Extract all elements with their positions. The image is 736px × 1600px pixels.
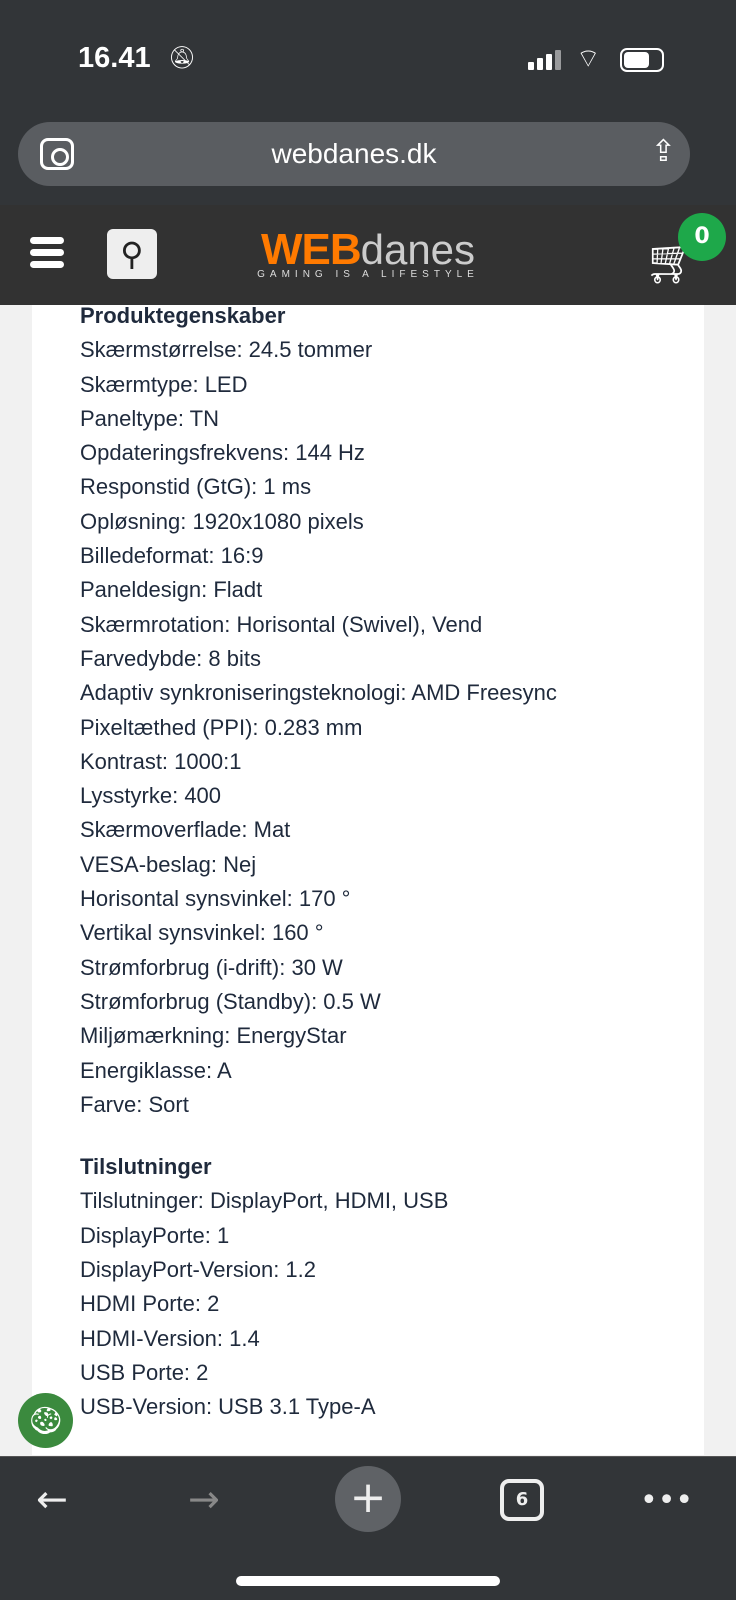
spec-item: Vertikal synsvinkel: 160 °: [80, 920, 324, 946]
status-bar: 16.41 🔕︎ ︎⌔ webdanes.dk ⇪: [0, 0, 736, 205]
spec-item: USB Porte: 2: [80, 1359, 209, 1385]
spec-item: USB-Version: USB 3.1 Type-A: [80, 1394, 376, 1420]
spec-item: Opløsning: 1920x1080 pixels: [80, 508, 364, 534]
share-icon[interactable]: ⇪: [650, 134, 676, 169]
signal-icon: [528, 50, 561, 70]
spec-item: HDMI Porte: 2: [80, 1291, 220, 1317]
spec-item: Paneldesign: Fladt: [80, 577, 263, 603]
spec-item: Skærmtype: LED: [80, 371, 248, 397]
spec-item: Strømforbrug (i-drift): 30 W: [80, 954, 343, 980]
more-icon[interactable]: •••: [640, 1483, 694, 1518]
spec-item: Farve: Sort: [80, 1091, 189, 1117]
spec-item: Skærmrotation: Horisontal (Swivel), Vend: [80, 611, 483, 637]
spec-item: Lysstyrke: 400: [80, 783, 222, 809]
spec-item: Skærmoverflade: Mat: [80, 817, 291, 843]
site-header: ⚲ WEBdanes GAMING IS A LIFESTYLE 🛒︎ 0: [0, 205, 736, 305]
spec-item: Paneltype: TN: [80, 405, 220, 431]
clock: 16.41: [78, 42, 151, 74]
section-heading: Produktegenskaber: [80, 303, 286, 328]
spec-item: Miljømærkning: EnergyStar: [80, 1023, 347, 1049]
logo-main: WEB: [260, 225, 362, 274]
bell-slash-icon: 🔕︎: [168, 46, 196, 71]
cookie-settings-button[interactable]: 🍪︎: [18, 1393, 73, 1448]
spec-item: Billedeformat: 16:9: [80, 543, 264, 569]
spec-item: Energiklasse: A: [80, 1057, 232, 1083]
logo-tagline: GAMING IS A LIFESTYLE: [257, 269, 479, 280]
wifi-icon: ︎⌔: [576, 44, 601, 74]
spec-item: Tilslutninger: DisplayPort, HDMI, USB: [80, 1188, 449, 1214]
back-arrow-icon[interactable]: ←: [36, 1477, 68, 1521]
camera-scan-icon[interactable]: [40, 138, 74, 170]
menu-icon[interactable]: [30, 237, 64, 273]
spec-item: Horisontal synsvinkel: 170 °: [80, 886, 351, 912]
address-bar[interactable]: webdanes.dk ⇪: [18, 122, 690, 186]
spec-item: DisplayPorte: 1: [80, 1222, 230, 1248]
home-indicator: [236, 1576, 500, 1586]
spec-item: Skærmstørrelse: 24.5 tommer: [80, 337, 373, 363]
url-text[interactable]: webdanes.dk: [271, 138, 437, 169]
spec-item: Responstid (GtG): 1 ms: [80, 474, 312, 500]
tabs-button[interactable]: 6: [500, 1479, 544, 1521]
spec-item: Pixeltæthed (PPI): 0.283 mm: [80, 714, 363, 740]
spec-item: DisplayPort-Version: 1.2: [80, 1257, 316, 1283]
forward-arrow-icon[interactable]: →: [188, 1477, 220, 1521]
new-tab-button[interactable]: +: [335, 1466, 401, 1532]
battery-icon: [620, 48, 664, 72]
spec-item: Kontrast: 1000:1: [80, 748, 242, 774]
spec-item: Adaptiv synkroniseringsteknologi: AMD Fr…: [80, 680, 557, 706]
search-icon[interactable]: ⚲: [107, 229, 157, 279]
spec-item: Farvedybde: 8 bits: [80, 645, 261, 671]
browser-toolbar: ← → + 6 •••: [0, 1456, 736, 1600]
spec-item: Strømforbrug (Standby): 0.5 W: [80, 988, 381, 1014]
spec-item: Opdateringsfrekvens: 144 Hz: [80, 440, 365, 466]
product-specs: Produktegenskaber Skærmstørrelse: 24.5 to…: [32, 303, 704, 1455]
logo[interactable]: WEBdanes GAMING IS A LIFESTYLE: [252, 225, 484, 280]
logo-sub: danes: [360, 226, 476, 273]
section-heading: Tilslutninger: [80, 1154, 212, 1180]
cart-count-badge: 0: [678, 213, 726, 261]
spec-item: VESA-beslag: Nej: [80, 851, 257, 877]
spec-item: HDMI-Version: 1.4: [80, 1325, 260, 1351]
